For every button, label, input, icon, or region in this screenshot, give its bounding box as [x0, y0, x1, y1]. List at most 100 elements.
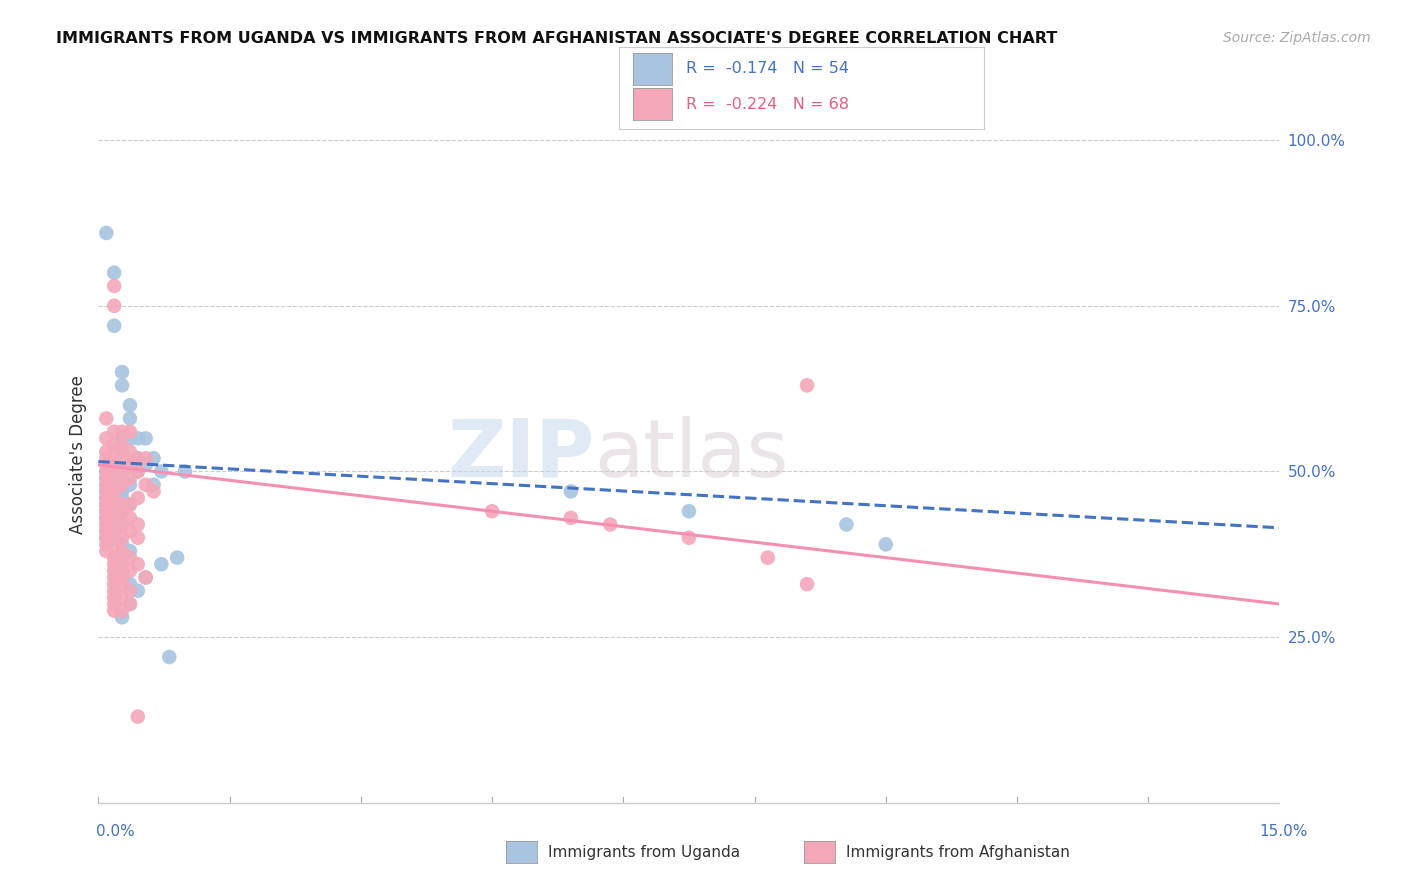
Point: [103, 550, 125, 565]
Point: [111, 465, 134, 479]
Point: [96, 451, 118, 466]
Text: 15.0%: 15.0%: [1260, 824, 1308, 838]
Point: [103, 438, 125, 452]
Point: [103, 425, 125, 439]
Point: [103, 484, 125, 499]
Point: [118, 431, 141, 445]
Point: [103, 266, 125, 280]
Point: [96, 531, 118, 545]
Point: [127, 491, 149, 505]
Point: [103, 299, 125, 313]
Point: [103, 558, 125, 572]
Point: [111, 438, 134, 452]
Point: [135, 570, 157, 584]
Point: [111, 365, 134, 379]
Point: [835, 517, 858, 532]
Point: [111, 537, 134, 551]
Text: IMMIGRANTS FROM UGANDA VS IMMIGRANTS FROM AFGHANISTAN ASSOCIATE'S DEGREE CORRELA: IMMIGRANTS FROM UGANDA VS IMMIGRANTS FRO…: [56, 31, 1057, 46]
Point: [96, 511, 118, 525]
Point: [103, 524, 125, 538]
Point: [96, 477, 118, 491]
Point: [118, 458, 141, 472]
Point: [150, 465, 173, 479]
Point: [118, 564, 141, 578]
Point: [103, 491, 125, 505]
Point: [103, 511, 125, 525]
Point: [796, 378, 818, 392]
Point: [118, 550, 141, 565]
Point: [118, 471, 141, 485]
Point: [118, 597, 141, 611]
Text: atlas: atlas: [595, 416, 789, 494]
Point: [96, 504, 118, 518]
Point: [111, 498, 134, 512]
Point: [111, 604, 134, 618]
Point: [127, 709, 149, 723]
Point: [103, 577, 125, 591]
Point: [118, 477, 141, 491]
Point: [96, 544, 118, 558]
Point: [103, 498, 125, 512]
Point: [118, 398, 141, 412]
Text: Immigrants from Afghanistan: Immigrants from Afghanistan: [846, 845, 1070, 860]
Text: R =  -0.174   N = 54: R = -0.174 N = 54: [686, 62, 849, 76]
Point: [118, 498, 141, 512]
Point: [118, 411, 141, 425]
Point: [96, 471, 118, 485]
Point: [127, 465, 149, 479]
Point: [96, 504, 118, 518]
Point: [96, 498, 118, 512]
Point: [103, 511, 125, 525]
Point: [96, 226, 118, 240]
Point: [111, 550, 134, 565]
Point: [96, 491, 118, 505]
Point: [96, 444, 118, 458]
Point: [796, 577, 818, 591]
Point: [118, 524, 141, 538]
Point: [111, 444, 134, 458]
Point: [111, 465, 134, 479]
Point: [118, 597, 141, 611]
Point: [118, 577, 141, 591]
Point: [103, 597, 125, 611]
Point: [111, 378, 134, 392]
Point: [111, 577, 134, 591]
Point: [96, 524, 118, 538]
Point: [678, 504, 700, 518]
Point: [756, 550, 779, 565]
Point: [111, 471, 134, 485]
Point: [150, 558, 173, 572]
Point: [111, 517, 134, 532]
Point: [103, 591, 125, 605]
Point: [103, 444, 125, 458]
Text: Source: ZipAtlas.com: Source: ZipAtlas.com: [1223, 31, 1371, 45]
Point: [111, 504, 134, 518]
Point: [96, 484, 118, 499]
Point: [103, 517, 125, 532]
Point: [157, 650, 180, 665]
Point: [96, 524, 118, 538]
Point: [142, 484, 165, 499]
Point: [103, 471, 125, 485]
Point: [118, 458, 141, 472]
Point: [103, 537, 125, 551]
Point: [118, 544, 141, 558]
Point: [560, 511, 582, 525]
Text: ZIP: ZIP: [447, 416, 595, 494]
Text: 0.0%: 0.0%: [96, 824, 135, 838]
Point: [96, 498, 118, 512]
Point: [111, 591, 134, 605]
Point: [103, 524, 125, 538]
Text: R =  -0.224   N = 68: R = -0.224 N = 68: [686, 97, 849, 112]
Point: [103, 458, 125, 472]
Point: [135, 431, 157, 445]
Point: [142, 451, 165, 466]
Point: [111, 570, 134, 584]
Point: [103, 458, 125, 472]
Point: [135, 458, 157, 472]
Point: [96, 517, 118, 532]
Point: [111, 477, 134, 491]
Point: [103, 471, 125, 485]
Point: [103, 504, 125, 518]
Point: [135, 451, 157, 466]
